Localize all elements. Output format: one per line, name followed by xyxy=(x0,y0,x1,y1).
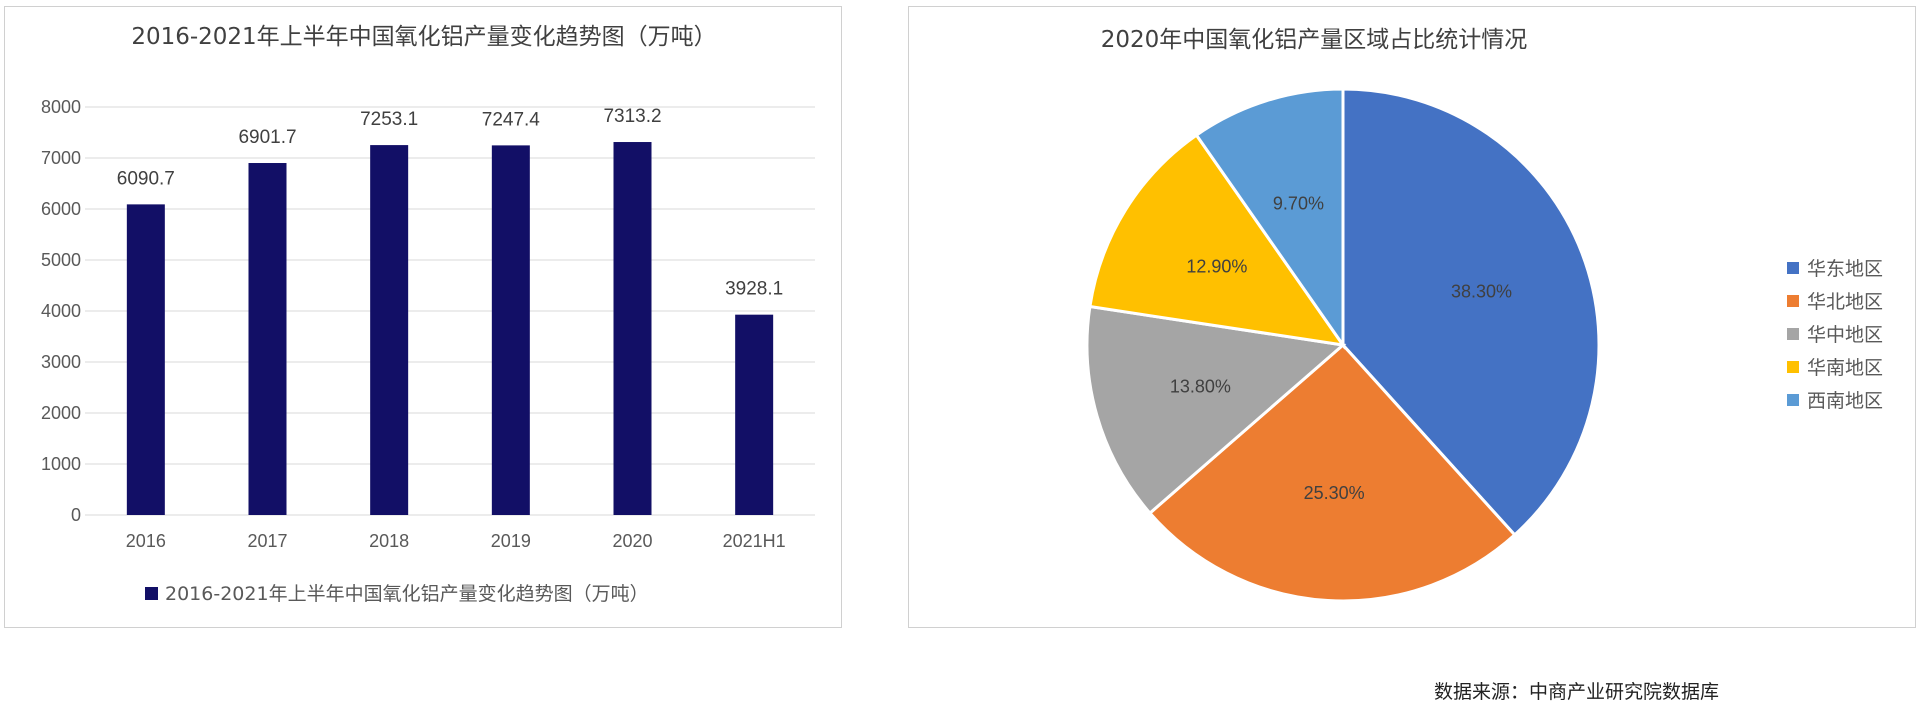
pie-slice-label: 38.30% xyxy=(1451,282,1512,302)
y-tick-label: 6000 xyxy=(41,199,81,219)
pie-slice xyxy=(1147,342,1517,603)
pie-chart: 2020年中国氧化铝产量区域占比统计情况 38.30% 25.30% 13.80% 1… xyxy=(1085,27,1883,603)
pie-chart-panel: 2020年中国氧化铝产量区域占比统计情况 38.30% 25.30% 13.80% 1… xyxy=(908,6,1916,628)
y-tick-label: 5000 xyxy=(41,250,81,270)
pie-legend-swatch xyxy=(1787,295,1799,307)
pie-slice xyxy=(1085,304,1347,516)
bar-value-label: 7313.2 xyxy=(603,106,661,127)
bar-chart-panel: 2016-2021年上半年中国氧化铝产量变化趋势图（万吨） 0 1000 2000 3… xyxy=(4,6,842,628)
pie-slice xyxy=(1194,87,1345,350)
pie-legend-label: 华北地区 xyxy=(1807,291,1883,313)
bar-value-label: 6090.7 xyxy=(117,168,175,189)
x-tick-label: 2020 xyxy=(612,531,652,551)
bar-chart: 2016-2021年上半年中国氧化铝产量变化趋势图（万吨） 0 1000 2000 3… xyxy=(41,24,815,605)
bar xyxy=(491,145,530,515)
bar-legend-label: 2016-2021年上半年中国氧化铝产量变化趋势图（万吨） xyxy=(165,583,649,605)
x-tick-label: 2021H1 xyxy=(723,531,786,551)
bar-value-label: 3928.1 xyxy=(725,279,783,300)
pie-legend-swatch xyxy=(1787,262,1799,274)
y-tick-label: 7000 xyxy=(41,148,81,168)
pie-slice-label: 12.90% xyxy=(1186,257,1247,277)
x-tick-label: 2016 xyxy=(126,531,166,551)
pie-slice-label: 9.70% xyxy=(1273,193,1324,213)
pie-legend-swatch xyxy=(1787,361,1799,373)
x-tick-label: 2018 xyxy=(369,531,409,551)
bar-value-label: 6901.7 xyxy=(238,127,296,148)
y-tick-label: 3000 xyxy=(41,352,81,372)
pie-slice xyxy=(1341,87,1601,538)
bar-legend-swatch xyxy=(145,587,158,600)
pie-chart-title: 2020年中国氧化铝产量区域占比统计情况 xyxy=(1101,27,1528,53)
bar xyxy=(248,163,287,515)
x-tick-label: 2017 xyxy=(247,531,287,551)
y-tick-label: 1000 xyxy=(41,454,81,474)
pie-slice xyxy=(1088,133,1347,348)
pie-legend-label: 华南地区 xyxy=(1807,357,1883,379)
bar-value-label: 7253.1 xyxy=(360,109,418,130)
y-tick-label: 8000 xyxy=(41,97,81,117)
bar xyxy=(370,145,409,515)
pie-legend-swatch xyxy=(1787,328,1799,340)
pie-slice-label: 13.80% xyxy=(1170,376,1231,396)
y-tick-label: 0 xyxy=(71,505,81,525)
bar xyxy=(735,314,774,515)
data-source-note: 数据来源：中商产业研究院数据库 xyxy=(1434,681,1720,703)
bar xyxy=(126,204,165,515)
pie-legend-label: 华中地区 xyxy=(1807,324,1883,346)
y-tick-label: 4000 xyxy=(41,301,81,321)
bar-legend: 2016-2021年上半年中国氧化铝产量变化趋势图（万吨） xyxy=(145,583,649,605)
pie-legend-swatch xyxy=(1787,394,1799,406)
bar-value-label: 7247.4 xyxy=(482,109,541,130)
pie-legend-label: 华东地区 xyxy=(1807,258,1883,280)
x-tick-label: 2019 xyxy=(491,531,531,551)
pie-legend-label: 西南地区 xyxy=(1807,390,1883,412)
pie-slice-label: 25.30% xyxy=(1304,483,1365,503)
bar xyxy=(613,142,652,515)
bar-chart-title: 2016-2021年上半年中国氧化铝产量变化趋势图（万吨） xyxy=(131,24,716,50)
y-tick-label: 2000 xyxy=(41,403,81,423)
